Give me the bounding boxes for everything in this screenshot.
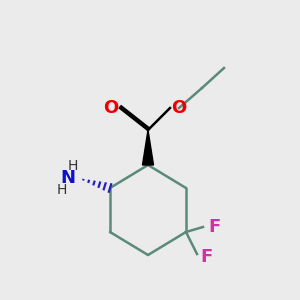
Text: N: N	[61, 169, 76, 187]
Text: H: H	[68, 159, 78, 173]
Text: F: F	[200, 248, 212, 266]
Text: O: O	[171, 99, 187, 117]
Polygon shape	[142, 130, 154, 165]
Text: F: F	[209, 218, 221, 236]
Text: H: H	[57, 183, 67, 197]
Text: O: O	[103, 99, 118, 117]
